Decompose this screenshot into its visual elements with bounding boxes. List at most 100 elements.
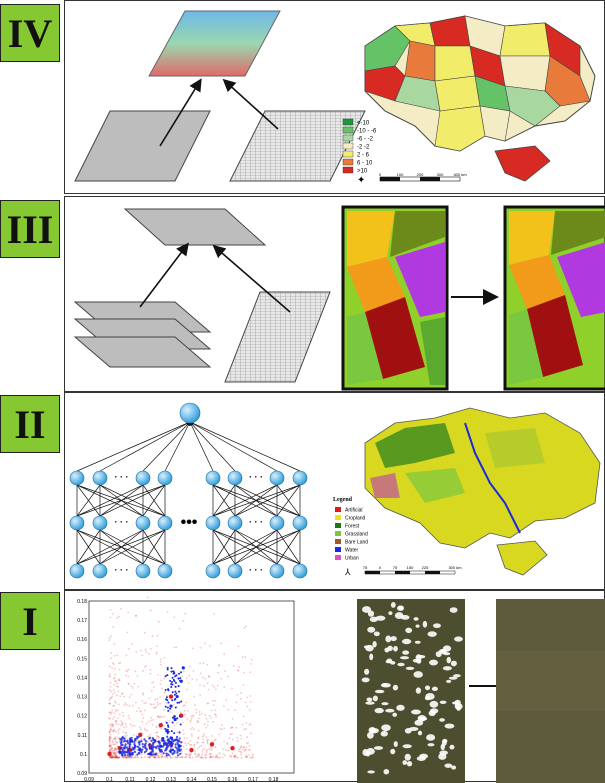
scatter-point-background xyxy=(109,728,112,731)
scatter-point-background xyxy=(215,755,218,758)
scatter-point-background xyxy=(144,729,147,732)
scatter-point-background xyxy=(148,756,151,759)
x-tick-label: 0.13 xyxy=(166,777,176,783)
satellite-image-cloudy xyxy=(357,599,465,783)
scatter-point-background xyxy=(229,754,231,757)
scatter-point-blue xyxy=(123,737,126,740)
scatter-point-background xyxy=(113,756,116,759)
scatter-point-background xyxy=(157,754,160,757)
scatter-point-background xyxy=(200,756,202,759)
scatter-point-background xyxy=(109,685,112,688)
scatter-point-background xyxy=(163,715,166,718)
scatter-point-background xyxy=(204,754,206,757)
scatter-point-background xyxy=(117,703,120,706)
scatter-point-background xyxy=(127,611,129,614)
scatter-point-background xyxy=(245,722,248,724)
scatter-point-background xyxy=(131,704,134,707)
scatter-point-background xyxy=(160,727,163,730)
scatter-point-background xyxy=(223,727,226,730)
cloud xyxy=(454,636,463,642)
scatter-point-background xyxy=(246,736,248,738)
scatter-point-blue xyxy=(167,701,170,704)
scatter-point-background xyxy=(183,733,185,735)
scatter-point-background xyxy=(113,643,116,646)
cloud xyxy=(417,714,427,722)
scatter-point-background xyxy=(238,666,241,668)
scatter-point-background xyxy=(152,703,155,706)
scatter-point-background xyxy=(138,726,141,729)
scatter-point-background xyxy=(204,642,206,645)
scatter-point-background xyxy=(191,756,194,759)
scatter-point-background xyxy=(196,721,199,724)
scatter-point-background xyxy=(112,753,115,756)
scatter-point-background xyxy=(176,756,178,759)
scatter-point-background xyxy=(248,754,251,757)
legend-swatch xyxy=(335,515,341,520)
cloud xyxy=(414,640,421,644)
scatter-point-background xyxy=(237,669,239,672)
scatter-point-background xyxy=(113,680,116,682)
scatter-point-background xyxy=(203,685,205,687)
scatter-point-background xyxy=(220,728,223,731)
nn-edge xyxy=(212,529,301,565)
scatter-point-blue xyxy=(179,677,182,680)
panel-i-graphic: 0.09 0.1 0.11 0.12 0.13 0.14 0.15 0.16 0.17 0.18 … xyxy=(77,596,605,783)
scatter-point-background xyxy=(114,754,116,757)
cloud xyxy=(394,612,404,620)
scatter-point-blue xyxy=(174,746,177,749)
scatter-point-background xyxy=(114,754,116,756)
cloud xyxy=(384,647,390,653)
scatter-point-background xyxy=(217,756,220,759)
scatter-point-background xyxy=(186,718,189,720)
scatter-point-background xyxy=(191,734,193,737)
scatter-point-background xyxy=(175,756,177,759)
scatter-point-background xyxy=(236,740,239,743)
scatter-point-background xyxy=(194,752,197,755)
nn-node xyxy=(92,515,108,531)
scatter-point-background xyxy=(244,756,247,759)
panel-iii xyxy=(64,196,605,392)
scatter-point-background xyxy=(187,682,190,684)
scatter-point-background xyxy=(118,727,121,730)
scatter-point-background xyxy=(201,676,204,679)
scatter-point-background xyxy=(225,749,228,751)
scatter-point-background xyxy=(125,703,128,706)
scale-bar xyxy=(364,570,456,575)
panel-ii: · · · · · · · · · · · · · · · · · · ••• Legend… xyxy=(64,392,605,590)
scatter-point-background xyxy=(191,678,194,681)
output-layer xyxy=(148,10,281,77)
scatter-point-blue xyxy=(143,738,146,741)
scatter-point-background xyxy=(113,691,116,694)
scatter-point-background xyxy=(192,714,195,717)
nn-node xyxy=(292,563,308,579)
scatter-point-background xyxy=(108,702,111,705)
scatter-point-background xyxy=(243,728,246,731)
cloud xyxy=(413,671,423,678)
scatter-point-background xyxy=(112,729,115,732)
scatter-point-background xyxy=(155,737,158,740)
scatter-point-blue xyxy=(167,709,170,712)
scatter-point-blue xyxy=(167,689,170,692)
scatter-point-blue xyxy=(166,706,169,709)
scatter-point xyxy=(181,666,185,670)
scatter-point-background xyxy=(246,705,249,708)
scatter-point-background xyxy=(115,755,118,758)
scatter-point-background xyxy=(130,756,133,759)
scatter-point-background xyxy=(163,656,166,659)
scatter-point-blue xyxy=(124,743,127,746)
scatter-point-background xyxy=(249,732,252,735)
scatter-point-background xyxy=(135,614,137,617)
scatter-point-background xyxy=(108,738,111,741)
scatter-point-background xyxy=(203,723,206,726)
scatter-point-background xyxy=(231,733,233,735)
cloud xyxy=(381,724,391,732)
nn-node xyxy=(227,563,243,579)
scatter-point-background xyxy=(112,743,115,746)
scatter-point-background xyxy=(248,724,251,726)
cloud xyxy=(380,730,388,737)
scatter-point-background xyxy=(109,736,112,739)
nn-node xyxy=(227,470,243,486)
scatter-point-blue xyxy=(126,741,130,745)
scatter-point-background xyxy=(233,755,236,758)
scatter-point-background xyxy=(202,735,204,738)
